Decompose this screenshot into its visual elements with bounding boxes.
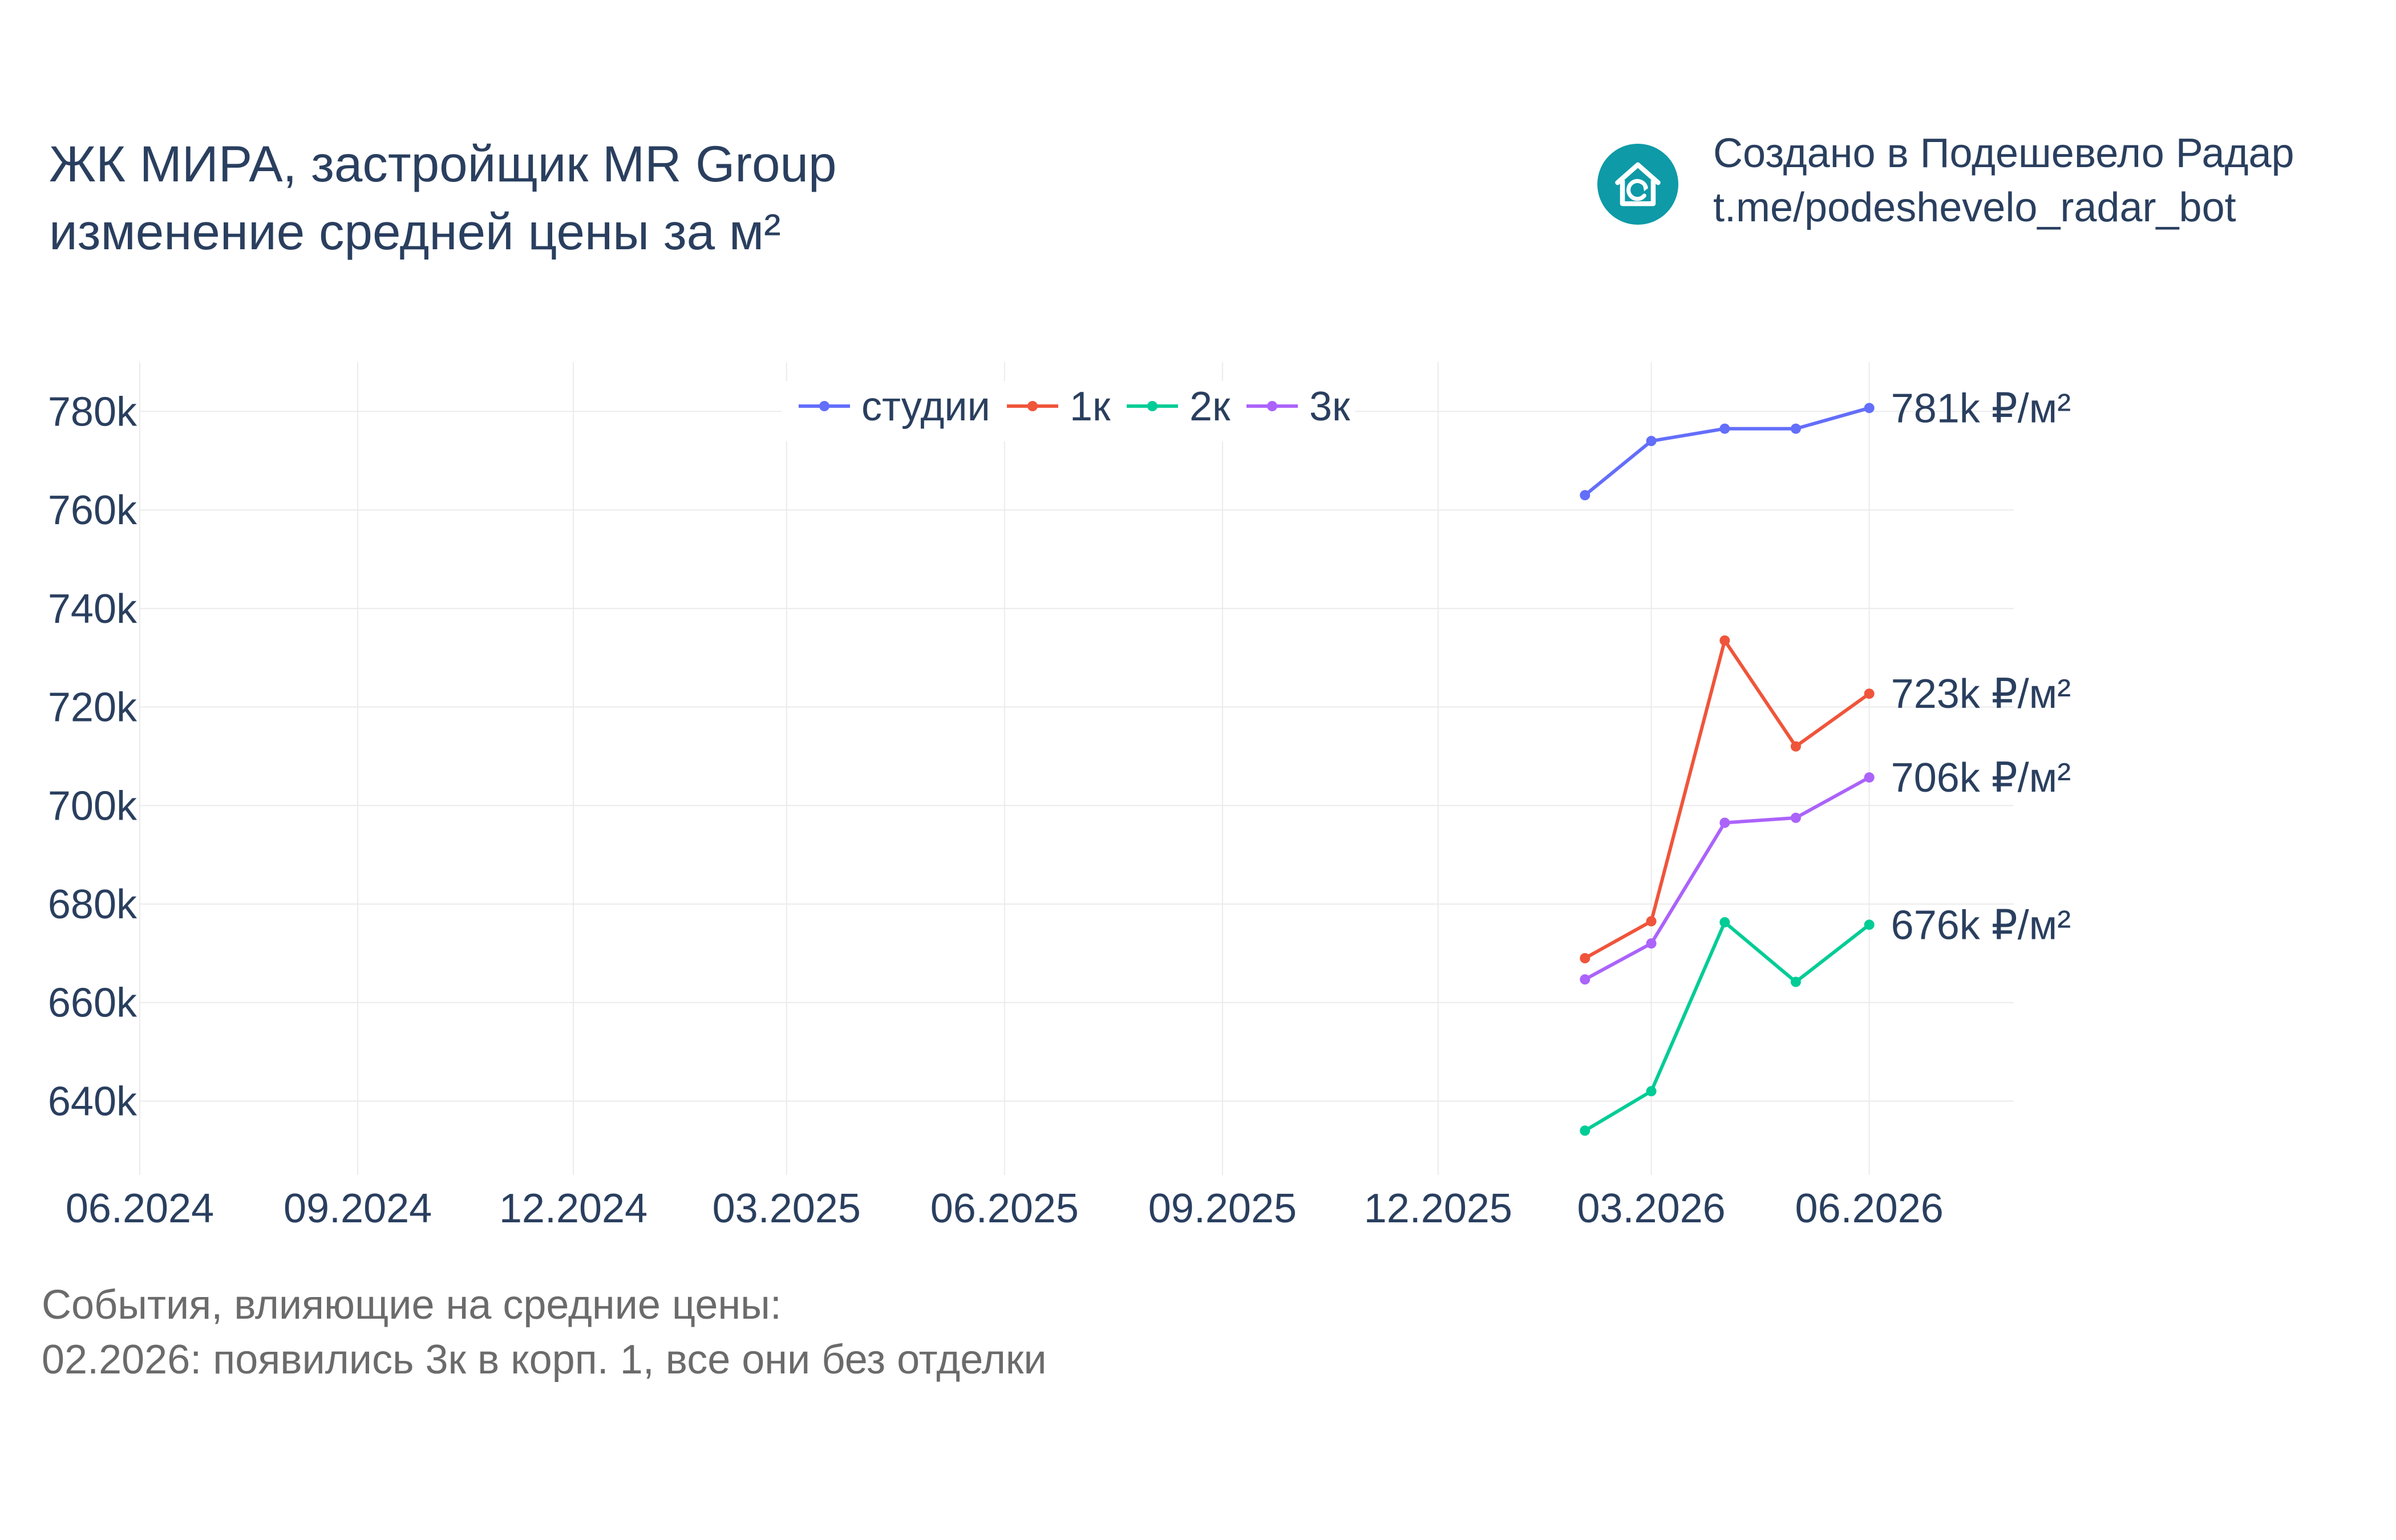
data-point	[1646, 436, 1657, 447]
legend-marker	[1267, 401, 1277, 411]
data-point	[1580, 490, 1590, 501]
legend-item[interactable]: 2к	[1127, 384, 1231, 429]
data-point	[1580, 1125, 1590, 1136]
x-tick-label: 12.2024	[499, 1186, 647, 1231]
y-tick-label: 700k	[48, 783, 137, 829]
data-point	[1646, 1086, 1657, 1097]
y-tick-label: 660k	[48, 980, 137, 1026]
legend-item[interactable]: студии	[799, 384, 990, 429]
chart-title: ЖК МИРА, застройщик MR Group изменение с…	[49, 130, 836, 266]
legend-item[interactable]: 1к	[1007, 384, 1111, 429]
house-refresh-icon	[1597, 144, 1678, 225]
brand-credit-line1: Создано в Подешевело Радар	[1713, 131, 2294, 176]
y-tick-label: 780k	[48, 389, 137, 435]
chart-title-line1: ЖК МИРА, застройщик MR Group	[49, 135, 837, 192]
y-tick-label: 760k	[48, 488, 137, 533]
brand-credit-link[interactable]: t.me/podeshevelo_radar_bot	[1713, 185, 2236, 230]
legend-marker	[1147, 401, 1157, 411]
end-value-label: 723k ₽/м²	[1891, 671, 2071, 717]
x-axis-ticks: 06.2024 09.2024 12.2024 03.2025 06.2025 09.20…	[66, 1186, 1944, 1231]
x-tick-label: 06.2025	[930, 1186, 1079, 1231]
y-tick-label: 640k	[48, 1079, 137, 1124]
data-point	[1719, 817, 1730, 828]
data-point	[1646, 916, 1657, 927]
series-line	[1584, 921, 1871, 1132]
x-tick-label: 06.2024	[66, 1186, 214, 1231]
series-line	[1584, 406, 1870, 497]
y-tick-label: 720k	[48, 685, 137, 731]
data-point	[1790, 423, 1801, 434]
end-value-label: 676k ₽/м²	[1891, 902, 2071, 948]
data-point	[1790, 741, 1801, 752]
series-2	[1580, 917, 1875, 1136]
legend-label: 1к	[1070, 384, 1111, 429]
y-axis-ticks: 640k 660k 680k 700k 720k 740k 760k 780k	[48, 389, 137, 1124]
data-point	[1864, 403, 1875, 414]
series-line	[1584, 776, 1871, 981]
legend-marker	[1027, 401, 1038, 411]
end-value-label: 706k ₽/м²	[1891, 755, 2071, 801]
data-point	[1864, 919, 1875, 930]
legend-item[interactable]: 3к	[1246, 384, 1350, 429]
data-point	[1646, 938, 1657, 949]
y-tick-label: 740k	[48, 586, 137, 632]
data-point	[1864, 688, 1875, 699]
legend-label: 2к	[1189, 384, 1231, 429]
y-gridlines	[140, 411, 2014, 1102]
series-1	[1580, 635, 1875, 963]
data-point	[1580, 953, 1590, 963]
series-layer	[1580, 403, 1875, 1136]
end-value-label: 781k ₽/м²	[1891, 386, 2071, 431]
x-tick-label: 09.2024	[284, 1186, 432, 1231]
data-point	[1719, 917, 1730, 927]
legend-label: студии	[861, 384, 990, 429]
data-point	[1864, 772, 1875, 783]
data-point	[1719, 423, 1730, 434]
legend-marker	[819, 401, 829, 411]
event-item: 02.2026: появились 3к в корп. 1, все они…	[42, 1337, 1047, 1383]
x-tick-label: 06.2026	[1795, 1186, 1944, 1231]
data-point	[1580, 974, 1590, 985]
y-tick-label: 680k	[48, 882, 137, 927]
events-heading: События, влияющие на средние цены:	[42, 1282, 782, 1328]
brand-credit: Создано в Подешевело Радар t.me/podeshev…	[1713, 127, 2294, 235]
x-gridlines	[139, 362, 1870, 1175]
x-tick-label: 09.2025	[1148, 1186, 1297, 1231]
x-tick-label: 03.2025	[713, 1186, 861, 1231]
x-tick-label: 12.2025	[1364, 1186, 1512, 1231]
chart-title-line2: изменение средней цены за м²	[49, 203, 781, 260]
series-3	[1580, 772, 1875, 985]
legend-label: 3к	[1309, 384, 1350, 429]
data-point	[1790, 976, 1801, 987]
legend-background	[782, 381, 1355, 441]
data-point	[1790, 812, 1801, 823]
x-tick-label: 03.2026	[1577, 1186, 1725, 1231]
data-point	[1719, 635, 1730, 646]
events-note: События, влияющие на средние цены: 02.20…	[42, 1278, 1047, 1387]
legend: студии 1к 2к 3к	[782, 381, 1355, 441]
series-0	[1580, 403, 1875, 501]
end-labels: 781k ₽/м² 723k ₽/м² 676k ₽/м² 706k ₽/м²	[1891, 386, 2071, 948]
